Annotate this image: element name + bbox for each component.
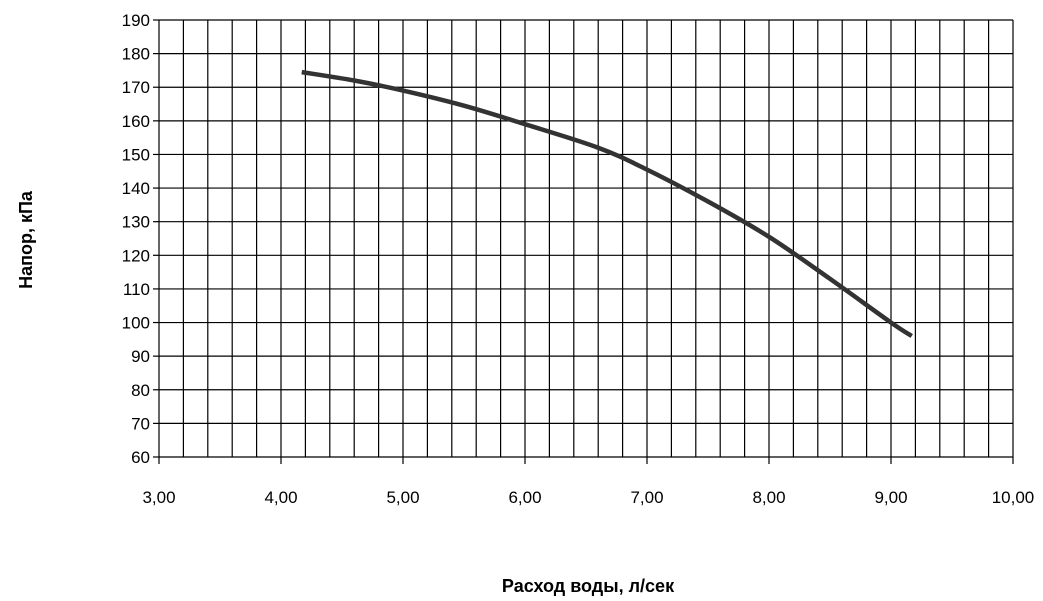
y-tick-label: 120 [122,246,150,265]
y-tick-label: 150 [122,145,150,164]
series-line [301,69,913,338]
x-tick-label: 7,00 [630,488,663,507]
y-tick-label: 70 [131,414,150,433]
x-axis-title: Расход воды, л/сек [502,576,675,596]
grid [158,19,1014,458]
x-tick-label: 3,00 [142,488,175,507]
x-tick-label: 8,00 [752,488,785,507]
y-tick-label: 180 [122,45,150,64]
y-tick-label: 100 [122,314,150,333]
y-tick-label: 140 [122,179,150,198]
y-tick-label: 80 [131,381,150,400]
y-tick-label: 90 [131,347,150,366]
x-tick-label: 10,00 [992,488,1035,507]
y-tick-label: 160 [122,112,150,131]
y-axis-title: Напор, кПа [16,190,36,289]
x-tick-label: 9,00 [874,488,907,507]
y-tick-label: 110 [123,280,150,299]
tick-labels: 3,00 4,00 5,00 6,00 7,00 8,00 9,00 10,00 60 70 80 9… [122,11,1035,507]
ticks [153,19,1014,464]
y-tick-label: 190 [122,11,150,30]
x-tick-label: 5,00 [386,488,419,507]
y-tick-label: 170 [122,78,150,97]
x-tick-label: 6,00 [508,488,541,507]
y-tick-label: 130 [122,213,150,232]
series [301,69,913,338]
x-tick-label: 4,00 [264,488,297,507]
y-tick-label: 60 [131,448,150,467]
